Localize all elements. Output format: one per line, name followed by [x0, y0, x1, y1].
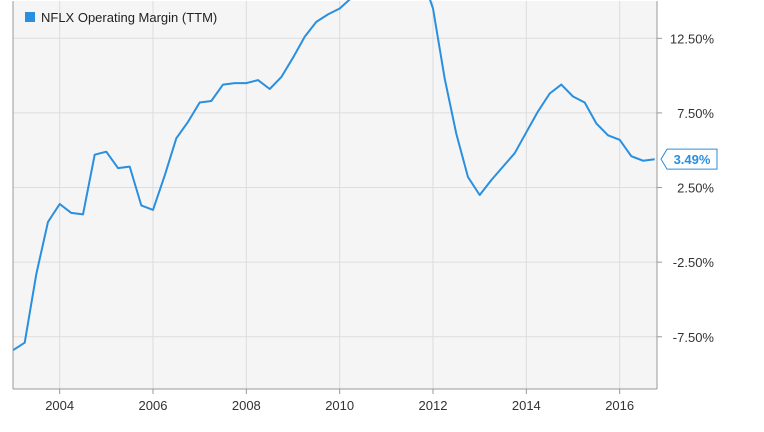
y-tick-label: 7.50% — [677, 106, 714, 121]
legend[interactable]: NFLX Operating Margin (TTM) — [25, 10, 217, 25]
last-value-callout: 3.49% — [660, 148, 718, 170]
x-tick-label: 2016 — [605, 398, 634, 413]
last-value-box — [660, 148, 718, 170]
x-tick-label: 2006 — [139, 398, 168, 413]
last-value-label: 3.49% — [674, 152, 711, 167]
x-tick-label: 2008 — [232, 398, 261, 413]
y-tick-label: -7.50% — [673, 330, 715, 345]
axes: 2004 2006 2008 2010 2012 2014 2016 12.50% 7.50% 2… — [12, 1, 715, 413]
gridlines — [13, 1, 657, 389]
y-tick-label: -2.50% — [673, 255, 715, 270]
y-tick-label: 2.50% — [677, 181, 714, 196]
y-tick-label: 12.50% — [670, 31, 715, 46]
series-line — [12, 0, 655, 352]
x-tick-label: 2012 — [419, 398, 448, 413]
legend-marker — [25, 12, 35, 22]
x-tick-label: 2014 — [512, 398, 541, 413]
legend-label: NFLX Operating Margin (TTM) — [41, 10, 217, 25]
plot-area — [13, 1, 657, 389]
series-layer — [12, 0, 655, 352]
x-tick-label: 2010 — [325, 398, 354, 413]
x-tick-label: 2004 — [45, 398, 74, 413]
